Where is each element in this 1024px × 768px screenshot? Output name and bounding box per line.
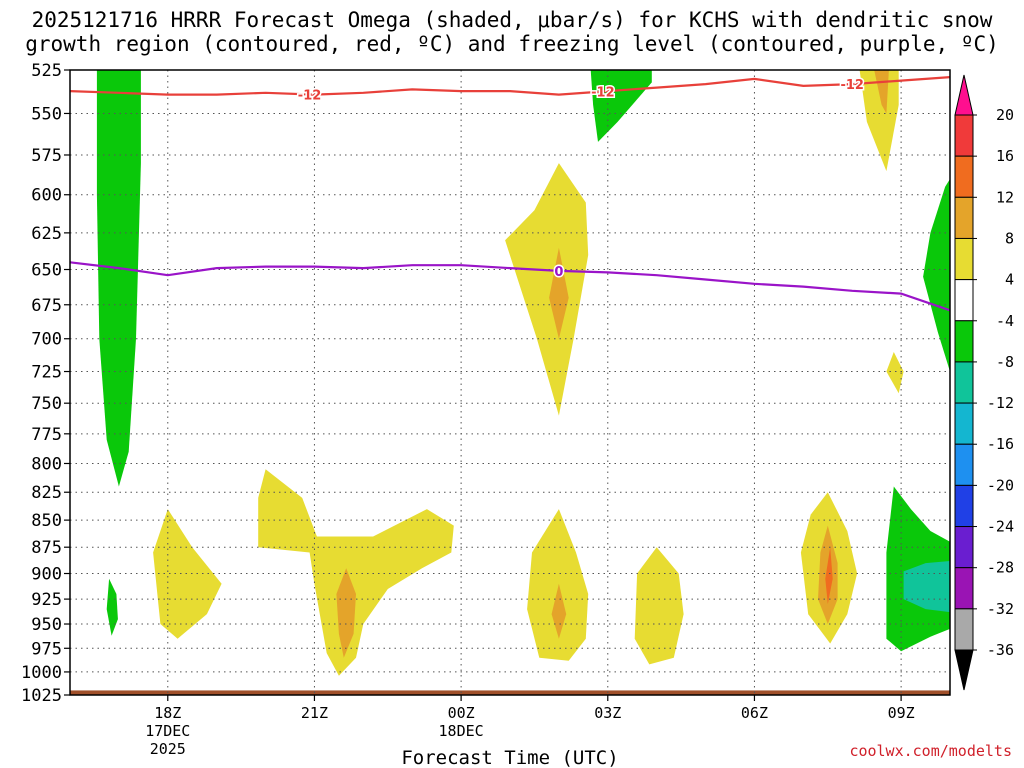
y-tick-label-1000: 1000 [21,663,62,683]
colorbar-top-arrow [954,74,974,116]
colorbar-label-8: -12 [987,394,1014,412]
omega-region-2 [106,578,118,636]
x-tick-label-18Z: 18Z [154,704,181,722]
colorbar-label-1: 20 [996,106,1014,124]
x-tick-label-09Z: 09Z [888,704,915,722]
y-tick-label-950: 950 [31,615,62,635]
omega-region-15 [527,509,589,661]
surface-terrain [70,690,950,695]
x-tick-date-18Z: 17DEC [145,722,190,740]
colorbar-label-2: 16 [996,147,1014,165]
colorbar-label-9: -16 [987,435,1014,453]
colorbar-bin-9 [954,443,974,486]
contour-label-2-1: 0 [554,265,563,280]
omega-region-6 [903,561,950,613]
y-tick-label-675: 675 [31,296,62,316]
x-axis-label: Forecast Time (UTC) [401,747,618,768]
contour-label-1-2: -12 [591,85,615,100]
colorbar-bin-1 [954,114,974,157]
x-tick-label-06Z: 06Z [741,704,768,722]
y-tick-label-600: 600 [31,186,62,206]
colorbar-bin-6 [954,320,974,363]
omega-region-12 [258,469,454,676]
y-tick-label-875: 875 [31,538,62,558]
colorbar-label-7: -8 [996,353,1014,371]
colorbar-bin-7 [954,361,974,404]
omega-region-13 [336,568,356,658]
y-tick-label-575: 575 [31,146,62,166]
plot-frame [69,69,951,696]
x-tick-label-21Z: 21Z [301,704,328,722]
colorbar-bin-10 [954,484,974,528]
omega-region-11 [886,352,904,394]
omega-region-17 [634,547,684,665]
colorbar-bin-8 [954,402,974,445]
y-tick-label-900: 900 [31,565,62,585]
y-tick-label-1025: 1025 [21,686,62,706]
y-tick-label-925: 925 [31,590,62,610]
x-tick-label-03Z: 03Z [594,704,621,722]
colorbar-label-11: -24 [987,518,1014,536]
colorbar-bin-13 [954,608,974,651]
y-tick-label-975: 975 [31,639,62,659]
omega-region-7 [859,70,899,172]
chart-title-line-1: 2025121716 HRRR Forecast Omega (shaded, … [31,8,993,32]
omega-region-14 [153,509,222,639]
omega-region-20 [825,547,833,605]
contour-label-1-1: -12 [298,88,322,103]
omega-region-4 [923,179,950,372]
contour-line-1 [69,76,951,96]
colorbar-bin-5 [954,279,974,322]
contour-line-2 [69,261,951,312]
colorbar-bin-3 [954,196,974,239]
y-tick-label-775: 775 [31,425,62,445]
colorbar-label-10: -20 [987,476,1014,494]
y-tick-label-750: 750 [31,394,62,414]
colorbar-label-4: 8 [1005,229,1014,247]
x-tick-date-00Z: 18DEC [439,722,484,740]
colorbar-bin-12 [954,567,974,610]
y-tick-label-625: 625 [31,224,62,244]
colorbar-label-3: 12 [996,188,1014,206]
colorbar-label-5: 4 [1005,271,1014,289]
y-tick-label-700: 700 [31,330,62,350]
chart-title-line-2: growth region (contoured, red, ºC) and f… [25,32,999,56]
y-tick-label-550: 550 [31,104,62,124]
y-tick-label-800: 800 [31,454,62,474]
colorbar-bin-2 [954,155,974,198]
omega-region-1 [96,70,141,487]
contour-label-1-3: -12 [840,78,864,93]
x-tick-label-00Z: 00Z [448,704,475,722]
credit-text: coolwx.com/modelts [849,742,1012,760]
colorbar-label-6: -4 [996,312,1014,330]
omega-region-16 [551,583,567,639]
y-tick-label-725: 725 [31,363,62,383]
y-tick-label-525: 525 [31,61,62,81]
x-tick-year-18Z: 2025 [150,740,186,758]
omega-region-10 [549,247,569,339]
y-tick-label-850: 850 [31,511,62,531]
colorbar-label-13: -32 [987,600,1014,618]
colorbar-bin-11 [954,526,974,569]
y-tick-label-825: 825 [31,483,62,503]
y-tick-label-650: 650 [31,261,62,281]
colorbar-bottom-arrow [954,649,974,691]
colorbar-label-12: -28 [987,559,1014,577]
omega-region-9 [505,163,589,416]
colorbar-bin-4 [954,237,974,281]
colorbar-label-14: -36 [987,641,1014,659]
